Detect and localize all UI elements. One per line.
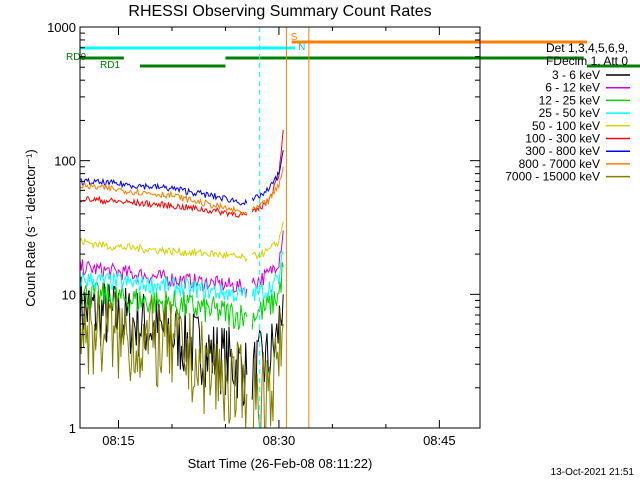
y-tick-label-1: 10 [62, 287, 76, 302]
x-axis: 08:15 08:30 08:45 [102, 27, 456, 448]
series-12-25-kev-segment-1 [251, 262, 284, 330]
series-300-800-kev [80, 150, 284, 206]
series-6-12-kev-segment-1 [251, 230, 284, 290]
series-50-100-kev-segment-1 [251, 221, 284, 261]
legend-label-12-25-kev: 12 - 25 keV [539, 93, 600, 107]
legend-label-100-300-kev: 100 - 300 keV [525, 132, 600, 146]
series-50-100-kev [80, 221, 284, 263]
y-tick-label-0: 1 [69, 421, 76, 436]
x-axis-label: Start Time (26-Feb-08 08:11:22) [188, 456, 373, 471]
series-25-50-kev-segment-1 [251, 250, 284, 302]
series-7000-15000-kev-segment-1 [252, 307, 284, 428]
y-axis-label: Count Rate (s⁻¹ detector⁻¹) [23, 149, 38, 307]
series-6-12-kev-segment-0 [80, 259, 248, 297]
series-7000-15000-kev-segment-0 [80, 290, 248, 428]
series-25-50-kev [80, 250, 284, 303]
footer-date: 13-Oct-2021 21:51 [551, 467, 635, 478]
legend-label-25-50-kev: 25 - 50 keV [539, 106, 600, 120]
plot-frame [79, 26, 481, 429]
x-tick-label-1: 08:30 [263, 433, 296, 448]
legend-header-0: Det 1,3,4,5,6,9, [546, 41, 628, 55]
series-800-7000-kev-segment-0 [80, 181, 248, 215]
x-tick-label-2: 08:45 [423, 433, 456, 448]
status-label-s: S [291, 32, 298, 43]
series-100-300-kev-segment-1 [251, 129, 284, 214]
legend-label-7000-15000-kev: 7000 - 15000 keV [505, 170, 600, 184]
legend-label-6-12-kev: 6 - 12 keV [545, 81, 600, 95]
legend-label-3-6-kev: 3 - 6 keV [552, 68, 600, 82]
legend-label-300-800-kev: 300 - 800 keV [525, 144, 600, 158]
mode-lines [80, 27, 310, 428]
status-bars: S RD0 RD1 N [66, 32, 640, 71]
status-label-rd1: RD1 [100, 60, 120, 71]
x-tick-label-0: 08:15 [102, 433, 135, 448]
series-7000-15000-kev [80, 290, 284, 428]
chart-title: RHESSI Observing Summary Count Rates [128, 3, 431, 20]
series-3-6-kev-segment-1 [251, 294, 284, 404]
legend-label-50-100-kev: 50 - 100 keV [532, 119, 600, 133]
series-800-7000-kev [80, 166, 284, 215]
legend: Det 1,3,4,5,6,9,FDecim 1, Att 03 - 6 keV… [505, 41, 630, 184]
annotation-n: N [298, 42, 305, 53]
legend-header-1: FDecim 1, Att 0 [546, 54, 628, 68]
series-50-100-kev-segment-0 [80, 237, 248, 263]
series-300-800-kev-segment-1 [251, 150, 284, 202]
series-800-7000-kev-segment-1 [251, 166, 284, 211]
series-3-6-kev [80, 276, 284, 406]
series-layer [80, 129, 284, 428]
series-25-50-kev-segment-0 [80, 271, 248, 303]
y-tick-label-2: 100 [54, 154, 76, 169]
legend-label-800-7000-kev: 800 - 7000 keV [519, 157, 600, 171]
y-tick-label-3: 1000 [47, 20, 76, 35]
series-6-12-kev [80, 230, 284, 297]
series-300-800-kev-segment-0 [80, 177, 248, 206]
status-label-rd0: RD0 [66, 52, 86, 63]
y-axis: 1 10 100 1000 [47, 20, 480, 436]
series-100-300-kev-segment-0 [80, 195, 248, 219]
